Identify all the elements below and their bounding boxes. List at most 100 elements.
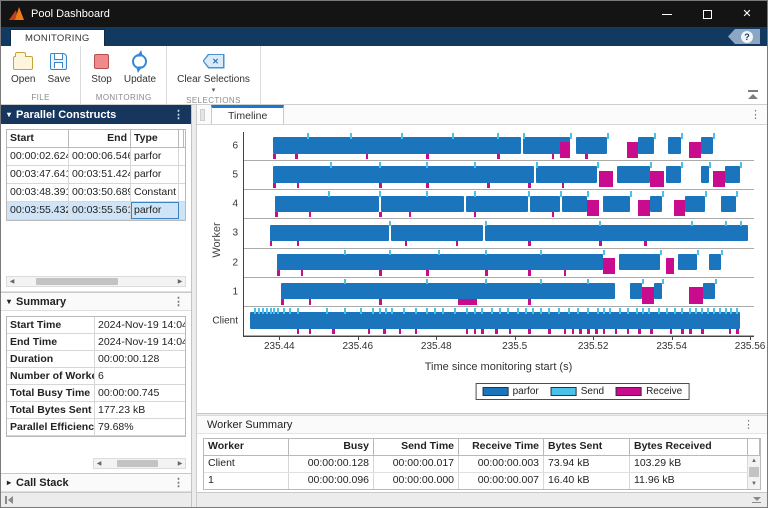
receive-tick[interactable] [602, 328, 606, 334]
send-tick[interactable] [661, 191, 664, 198]
send-tick[interactable] [426, 162, 429, 168]
send-tick[interactable] [296, 307, 299, 314]
parfor-bar-segment[interactable] [665, 166, 682, 183]
parfor-bar-segment[interactable] [650, 195, 662, 212]
receive-tick[interactable] [275, 211, 278, 218]
send-tick[interactable] [548, 307, 551, 314]
send-tick[interactable] [344, 249, 347, 256]
send-tick[interactable] [528, 191, 531, 198]
receive-tick[interactable] [638, 328, 641, 334]
table-cell[interactable]: 00:03:55.432 [7, 202, 69, 219]
receive-tick[interactable] [296, 182, 300, 189]
send-tick[interactable] [253, 307, 256, 314]
send-tick[interactable] [359, 307, 362, 314]
table-row[interactable]: 00:03:48.391 00:03:50.689 Constant [7, 184, 185, 202]
send-tick[interactable] [618, 307, 621, 314]
receive-tick[interactable] [473, 211, 476, 218]
parfor-bar-segment[interactable] [602, 195, 631, 212]
send-tick[interactable] [402, 307, 405, 314]
scroll-left-icon[interactable]: ◀ [9, 279, 15, 285]
send-tick[interactable] [391, 307, 394, 314]
receive-tick[interactable] [528, 328, 531, 334]
table-cell[interactable]: 00:00:00.017 [374, 456, 459, 472]
send-tick[interactable] [426, 278, 429, 285]
receive-tick[interactable] [296, 328, 300, 334]
receive-tick[interactable] [473, 328, 476, 334]
send-tick[interactable] [681, 307, 684, 314]
send-tick[interactable] [587, 191, 590, 198]
tab-drag-handle[interactable] [200, 109, 205, 121]
table-cell[interactable]: 00:00:00.000 [374, 473, 459, 489]
receive-block[interactable] [673, 199, 686, 217]
send-tick[interactable] [597, 162, 600, 168]
send-tick[interactable] [740, 220, 743, 227]
receive-tick[interactable] [650, 328, 653, 334]
save-button[interactable]: Save [43, 49, 74, 91]
send-tick[interactable] [587, 278, 590, 285]
send-tick[interactable] [540, 307, 543, 314]
summary-row[interactable]: Total Bytes Sent 177.23 kB [7, 402, 185, 419]
receive-block[interactable] [689, 287, 703, 304]
receive-tick[interactable] [414, 328, 418, 334]
table-cell[interactable]: 00:03:48.391 [7, 184, 69, 201]
send-tick[interactable] [524, 307, 527, 314]
send-tick[interactable] [661, 278, 664, 285]
table-cell[interactable]: 00:00:06.546 [69, 148, 131, 165]
table-row[interactable]: 00:03:55.432 00:03:55.561 parfor [7, 202, 185, 220]
summary-row[interactable]: Duration 00:00:00.128 [7, 351, 185, 368]
receive-tick[interactable] [404, 241, 408, 247]
receive-block[interactable] [587, 199, 600, 217]
receive-block[interactable] [599, 170, 613, 188]
receive-tick[interactable] [701, 328, 704, 334]
parfor-bar-segment[interactable] [530, 195, 560, 212]
send-tick[interactable] [599, 220, 602, 227]
column-header[interactable]: Busy [289, 439, 374, 455]
table-cell[interactable]: 00:00:00.007 [459, 473, 544, 489]
receive-tick[interactable] [497, 153, 500, 159]
minimize-button[interactable] [647, 1, 687, 27]
send-tick[interactable] [481, 307, 484, 314]
send-tick[interactable] [659, 249, 662, 256]
column-header-type[interactable]: Type [131, 130, 179, 147]
send-tick[interactable] [328, 191, 331, 198]
summary-row[interactable]: Parallel Efficiency 79.68% [7, 419, 185, 436]
receive-block[interactable] [650, 170, 664, 188]
parfor-bar-segment[interactable] [720, 195, 737, 212]
parfor-bar-segment[interactable] [522, 137, 570, 154]
parfor-bar-segment[interactable] [485, 224, 749, 242]
send-tick[interactable] [497, 133, 500, 139]
receive-block[interactable] [689, 141, 702, 158]
table-cell[interactable]: parfor [131, 202, 179, 219]
send-tick[interactable] [736, 307, 739, 314]
table-cell[interactable]: Constant [131, 184, 179, 201]
receive-tick[interactable] [669, 328, 673, 334]
panel-menu-icon[interactable]: ⋮ [743, 419, 754, 431]
summary-row[interactable]: Number of Workers6 [7, 368, 185, 385]
send-tick[interactable] [491, 307, 494, 314]
receive-tick[interactable] [487, 182, 490, 189]
vertical-splitter[interactable] [192, 105, 197, 507]
parfor-bar-segment[interactable] [536, 166, 598, 183]
scroll-down-icon[interactable]: ▼ [751, 481, 757, 487]
receive-tick[interactable] [426, 270, 429, 276]
column-header[interactable]: Bytes Sent [544, 439, 630, 455]
send-tick[interactable] [597, 307, 600, 314]
send-tick[interactable] [730, 307, 733, 314]
receive-tick[interactable] [579, 328, 582, 334]
receive-tick[interactable] [379, 182, 382, 189]
scroll-right-icon[interactable]: ▶ [177, 461, 183, 467]
receive-tick[interactable] [563, 328, 567, 334]
send-tick[interactable] [485, 278, 488, 285]
parfor-bar-segment[interactable] [616, 166, 651, 183]
receive-block[interactable] [626, 141, 639, 158]
send-tick[interactable] [453, 307, 456, 314]
send-tick[interactable] [499, 307, 501, 314]
parfor-bar-segment[interactable] [275, 195, 380, 212]
parfor-bar-segment[interactable] [701, 166, 709, 183]
parfor-bar-segment[interactable] [618, 253, 660, 271]
send-tick[interactable] [506, 307, 509, 314]
send-tick[interactable] [389, 220, 392, 227]
send-tick[interactable] [665, 307, 668, 314]
send-tick[interactable] [706, 307, 709, 314]
send-tick[interactable] [740, 162, 743, 168]
